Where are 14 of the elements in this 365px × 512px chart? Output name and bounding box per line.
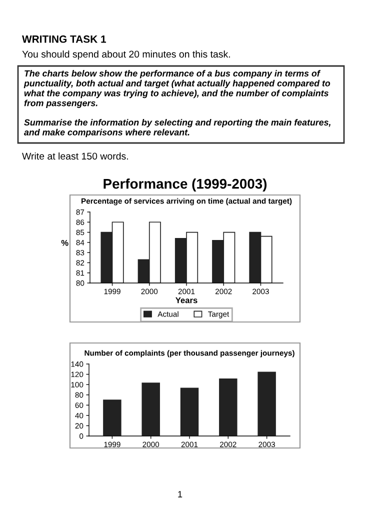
- bar: [180, 388, 199, 436]
- text: WRITING TASK 1: [22, 35, 106, 43]
- text: Write at least 150 words.: [22, 152, 128, 160]
- bar: [103, 400, 122, 436]
- x-axis-title: Years: [176, 297, 198, 304]
- bar: [258, 372, 276, 436]
- text: 1: [178, 491, 182, 498]
- text: You should spend about 20 minutes on this task.: [22, 50, 230, 60]
- text: Summarise the information by selecting and reporting the main features, and make comparisons where relevant.: [24, 119, 330, 138]
- chart-title: Performance (1999-2003): [104, 178, 267, 192]
- bar: [142, 382, 160, 436]
- text: The charts below show the performance of a bus company in terms of punctuality, both actual and target (what actually happened compared to what the company was trying to achieve), and the number of complaints from passengers.: [24, 70, 330, 108]
- y-axis-title: %: [61, 240, 68, 246]
- bar: [219, 378, 238, 436]
